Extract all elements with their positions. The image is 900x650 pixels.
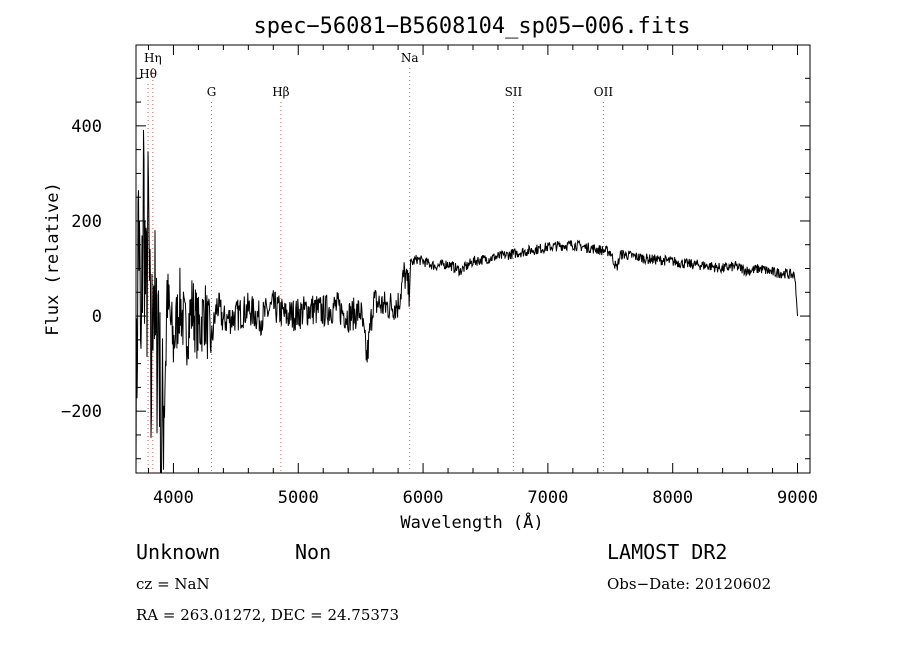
spectral-line-label: G — [207, 85, 217, 99]
coordinates: RA = 263.01272, DEC = 24.75373 — [136, 606, 399, 624]
y-axis-label: Flux (relative) — [43, 182, 63, 336]
redshift-cz: cz = NaN — [136, 575, 210, 593]
x-tick-label: 7000 — [527, 488, 568, 508]
y-tick-label: 400 — [71, 117, 102, 137]
x-tick-label: 9000 — [777, 488, 818, 508]
survey-name: LAMOST DR2 — [607, 540, 727, 564]
x-tick-labels: 4000 5000 6000 7000 8000 9000 — [153, 488, 818, 508]
x-tick-label: 5000 — [278, 488, 319, 508]
y-tick-label: 0 — [92, 307, 102, 327]
x-tick-label: 8000 — [652, 488, 693, 508]
observation-date: Obs−Date: 20120602 — [607, 575, 771, 593]
x-axis-label: Wavelength (Å) — [400, 511, 543, 533]
object-subclass: Non — [295, 540, 331, 564]
y-tick-labels: −200 0 200 400 — [61, 117, 102, 422]
spectral-line-label: Hη — [144, 51, 162, 65]
spectral-line-label: Hθ — [139, 67, 157, 81]
spectral-line-label: SII — [505, 85, 523, 99]
x-tick-label: 4000 — [153, 488, 194, 508]
x-tick-label: 6000 — [403, 488, 444, 508]
spectral-line-label: OII — [594, 85, 614, 99]
spectral-line-label: Hβ — [272, 85, 289, 99]
object-class: Unknown — [136, 540, 220, 564]
spectral-lines: Hη Hθ G Hβ Na SII OII — [139, 51, 613, 473]
spectral-line-label: Na — [401, 51, 419, 65]
spectrum-line — [135, 129, 798, 474]
y-tick-label: 200 — [71, 212, 102, 232]
chart-title: spec−56081−B5608104_sp05−006.fits — [253, 14, 690, 39]
y-tick-label: −200 — [61, 402, 102, 422]
